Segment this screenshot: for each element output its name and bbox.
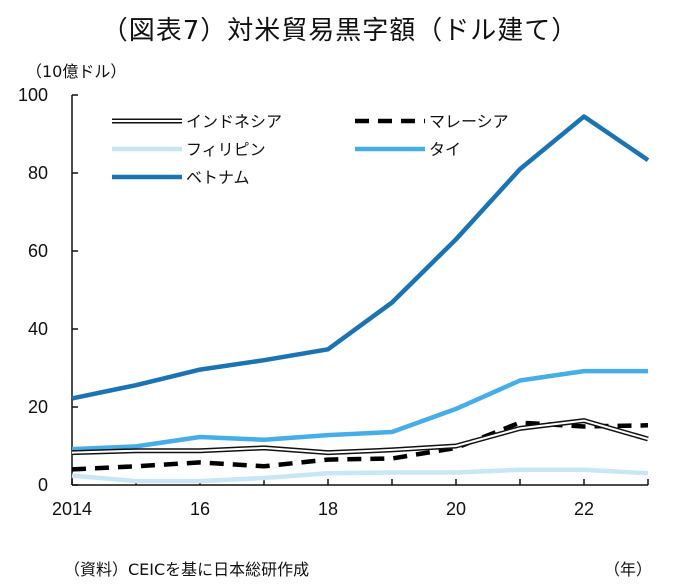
y-tick-label: 80	[28, 163, 48, 183]
x-axis-unit-label: （年）	[604, 560, 653, 579]
series-line-malaysia	[71, 420, 649, 472]
series-line-indonesia-inner	[71, 419, 649, 454]
series-line-philippines	[71, 467, 649, 484]
series-line-thailand	[71, 368, 648, 452]
legend-label-philippines: フィリピン	[186, 140, 266, 159]
y-tick-label: 20	[28, 397, 48, 417]
series-line-vietnam	[71, 114, 650, 401]
x-tick-label: 18	[318, 499, 338, 519]
legend-label-vietnam: ベトナム	[186, 168, 250, 187]
y-tick-label: 0	[38, 475, 48, 495]
y-tick-label: 40	[28, 319, 48, 339]
x-tick-label: 2014	[52, 499, 92, 519]
y-tick-label: 60	[28, 241, 48, 261]
x-tick-label: 16	[190, 499, 210, 519]
x-tick-label: 22	[574, 499, 594, 519]
x-tick-label: 20	[446, 499, 466, 519]
legend-label-thailand: タイ	[429, 140, 461, 159]
chart-title: （図表7）対米貿易黒字額（ドル建て）	[101, 16, 579, 46]
series-line-indonesia	[71, 418, 649, 456]
source-note: （資料）CEICを基に日本総研作成	[64, 560, 310, 579]
y-axis-unit-label: （10億ドル）	[26, 62, 127, 81]
legend-label-indonesia: インドネシア	[186, 112, 282, 131]
legend-label-malaysia: マレーシア	[429, 112, 509, 131]
y-tick-label: 100	[18, 85, 48, 105]
